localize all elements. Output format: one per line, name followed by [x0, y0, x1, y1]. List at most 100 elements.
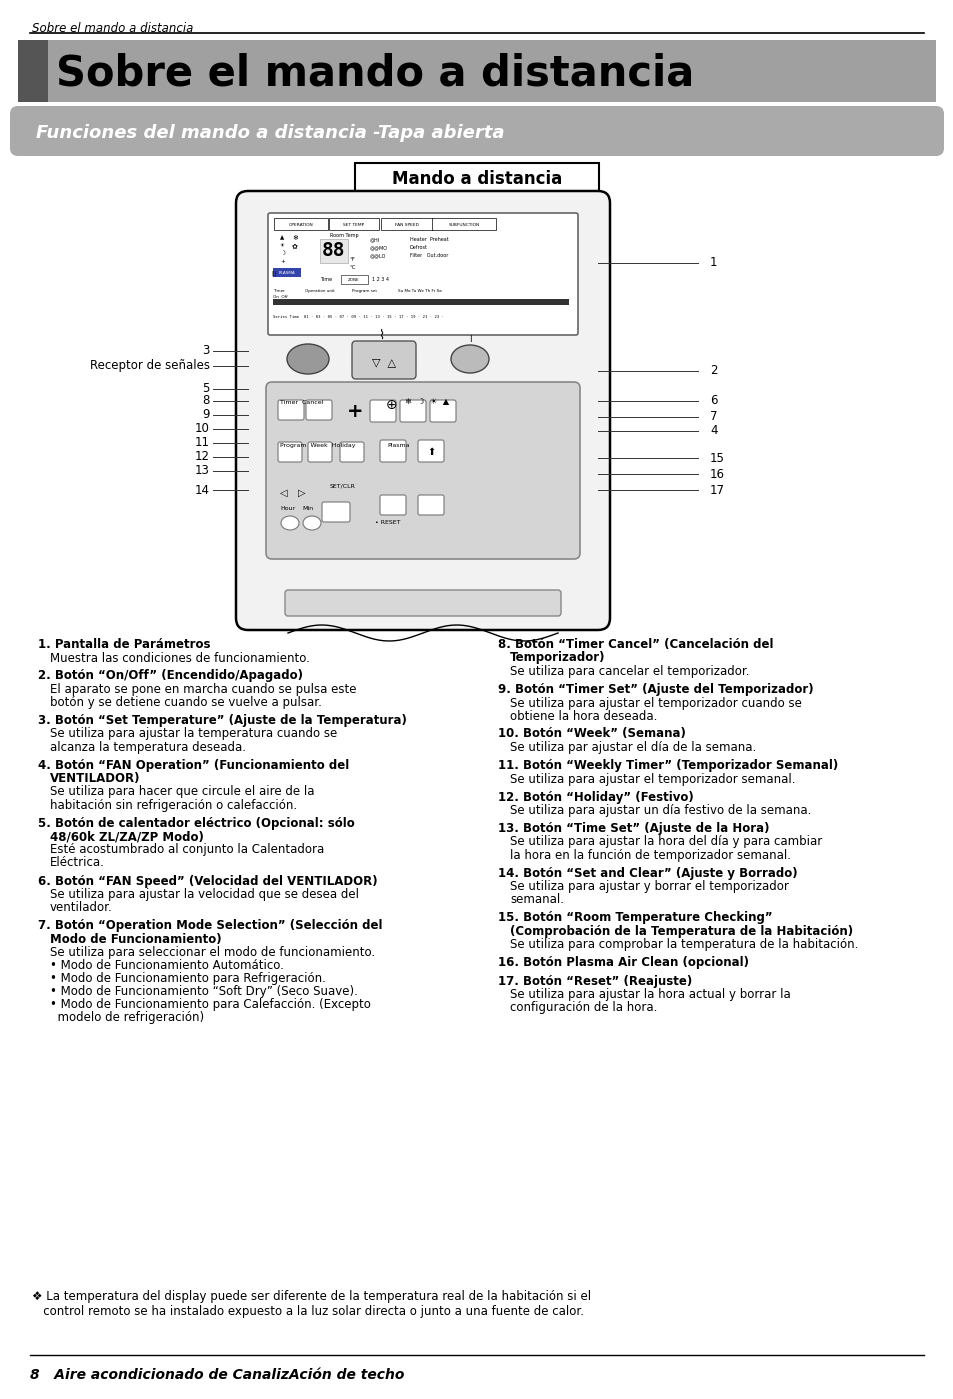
Text: 15. Botón “Room Temperature Checking”: 15. Botón “Room Temperature Checking”	[497, 911, 772, 923]
Text: 1: 1	[709, 256, 717, 270]
Text: Funciones del mando a distancia -Tapa abierta: Funciones del mando a distancia -Tapa ab…	[36, 125, 504, 143]
Text: Se utiliza para hacer que circule el aire de la: Se utiliza para hacer que circule el air…	[50, 785, 314, 799]
Ellipse shape	[303, 516, 320, 530]
Text: OPERATION: OPERATION	[289, 222, 313, 227]
Text: 11. Botón “Weekly Timer” (Temporizador Semanal): 11. Botón “Weekly Timer” (Temporizador S…	[497, 760, 838, 772]
Text: 2: 2	[709, 365, 717, 378]
FancyBboxPatch shape	[417, 441, 443, 462]
Text: 8. Botón “Timer Cancel” (Cancelación del: 8. Botón “Timer Cancel” (Cancelación del	[497, 638, 773, 651]
Text: Se utiliza para ajustar el temporizador semanal.: Se utiliza para ajustar el temporizador …	[510, 772, 795, 785]
Text: 4. Botón “FAN Operation” (Funcionamiento del: 4. Botón “FAN Operation” (Funcionamiento…	[38, 758, 349, 771]
Bar	[273, 269, 301, 277]
Text: • Modo de Funcionamiento Automático.: • Modo de Funcionamiento Automático.	[50, 958, 284, 972]
Text: Timer: Timer	[273, 290, 285, 292]
FancyBboxPatch shape	[10, 106, 943, 157]
Text: @@MO: @@MO	[370, 245, 388, 250]
FancyBboxPatch shape	[380, 218, 433, 229]
Text: Esté acostumbrado al conjunto la Calentadora: Esté acostumbrado al conjunto la Calenta…	[50, 844, 324, 856]
Text: • Modo de Funcionamiento “Soft Dry” (Seco Suave).: • Modo de Funcionamiento “Soft Dry” (Sec…	[50, 985, 357, 997]
FancyBboxPatch shape	[277, 400, 304, 420]
Text: 17. Botón “Reset” (Reajuste): 17. Botón “Reset” (Reajuste)	[497, 975, 692, 988]
FancyBboxPatch shape	[322, 502, 350, 522]
Text: ❄  ☽  ☀  ▲: ❄ ☽ ☀ ▲	[404, 396, 449, 404]
Text: SET TEMP: SET TEMP	[343, 222, 364, 227]
Bar	[18, 41, 48, 102]
Text: botón y se detiene cuando se vuelve a pulsar.: botón y se detiene cuando se vuelve a pu…	[50, 695, 321, 709]
Text: Se utiliza para ajustar y borrar el temporizador: Se utiliza para ajustar y borrar el temp…	[510, 880, 788, 893]
Text: ❄: ❄	[292, 235, 297, 241]
Text: Room Temp: Room Temp	[330, 234, 358, 238]
Text: 14: 14	[194, 484, 210, 497]
Text: ZONE: ZONE	[348, 278, 359, 283]
Text: 6. Botón “FAN Speed” (Velocidad del VENTILADOR): 6. Botón “FAN Speed” (Velocidad del VENT…	[38, 874, 377, 887]
Text: Hour: Hour	[280, 506, 294, 511]
Text: 6: 6	[709, 395, 717, 407]
Text: ☀: ☀	[280, 243, 285, 248]
Text: Program  Week  Holiday: Program Week Holiday	[280, 443, 355, 448]
Text: Temporizador): Temporizador)	[510, 652, 605, 665]
Text: Series Time  01 · 03 · 05 · 07 · 09 · 11 · 13 · 15 · 17 · 19 · 21 · 23 ·: Series Time 01 · 03 · 05 · 07 · 09 · 11 …	[273, 315, 443, 319]
Text: PLASMA: PLASMA	[278, 271, 295, 276]
FancyBboxPatch shape	[417, 495, 443, 515]
Text: Modo de Funcionamiento): Modo de Funcionamiento)	[50, 933, 221, 946]
Text: ventilador.: ventilador.	[50, 901, 112, 914]
Text: 7: 7	[709, 410, 717, 424]
FancyBboxPatch shape	[432, 218, 496, 229]
Text: 13. Botón “Time Set” (Ajuste de la Hora): 13. Botón “Time Set” (Ajuste de la Hora)	[497, 823, 769, 835]
Text: 12: 12	[194, 450, 210, 463]
Text: Se utiliza para ajustar la hora actual y borrar la: Se utiliza para ajustar la hora actual y…	[510, 988, 790, 1002]
Text: 17: 17	[709, 484, 724, 497]
Text: la hora en la función de temporizador semanal.: la hora en la función de temporizador se…	[510, 849, 790, 862]
FancyBboxPatch shape	[430, 400, 456, 422]
Text: ◁: ◁	[280, 488, 287, 498]
FancyBboxPatch shape	[306, 400, 332, 420]
Text: Program set: Program set	[352, 290, 376, 292]
FancyBboxPatch shape	[352, 341, 416, 379]
FancyBboxPatch shape	[285, 590, 560, 616]
Text: Se utiliza para ajustar el temporizador cuando se: Se utiliza para ajustar el temporizador …	[510, 697, 801, 709]
Text: 10. Botón “Week” (Semana): 10. Botón “Week” (Semana)	[497, 727, 685, 740]
FancyBboxPatch shape	[308, 442, 332, 462]
Text: alcanza la temperatura deseada.: alcanza la temperatura deseada.	[50, 740, 246, 754]
Text: • Modo de Funcionamiento para Calefacción. (Excepto: • Modo de Funcionamiento para Calefacció…	[50, 997, 371, 1011]
FancyBboxPatch shape	[268, 213, 578, 334]
Bar	[319, 239, 348, 263]
Ellipse shape	[287, 344, 329, 374]
FancyBboxPatch shape	[274, 218, 328, 229]
Text: SUBFUNCTION: SUBFUNCTION	[448, 222, 479, 227]
Text: @@LO: @@LO	[370, 253, 386, 257]
Text: 1. Pantalla de Parámetros: 1. Pantalla de Parámetros	[38, 638, 211, 651]
Text: ☽: ☽	[280, 250, 285, 256]
Text: VENTILADOR): VENTILADOR)	[50, 772, 140, 785]
Bar	[273, 299, 568, 305]
Text: Filter   Out.door: Filter Out.door	[410, 253, 448, 257]
FancyBboxPatch shape	[266, 382, 579, 560]
Text: ▽  △: ▽ △	[372, 357, 395, 367]
Ellipse shape	[451, 346, 489, 374]
Text: 5. Botón de calentador eléctrico (Opcional: sólo: 5. Botón de calentador eléctrico (Opcion…	[38, 817, 355, 830]
Text: Defrost: Defrost	[410, 245, 428, 250]
Text: 9: 9	[202, 409, 210, 421]
Text: 14. Botón “Set and Clear” (Ajuste y Borrado): 14. Botón “Set and Clear” (Ajuste y Borr…	[497, 866, 797, 880]
Text: ⊕: ⊕	[386, 397, 397, 411]
Text: Plasma: Plasma	[387, 443, 409, 448]
Text: Se utiliza para ajustar un día festivo de la semana.: Se utiliza para ajustar un día festivo d…	[510, 804, 810, 817]
FancyBboxPatch shape	[379, 441, 406, 462]
FancyBboxPatch shape	[339, 442, 364, 462]
Text: +: +	[346, 402, 363, 421]
Text: obtiene la hora deseada.: obtiene la hora deseada.	[510, 709, 657, 722]
Text: +: +	[280, 259, 284, 264]
Text: El aparato se pone en marcha cuando se pulsa este: El aparato se pone en marcha cuando se p…	[50, 683, 356, 695]
Text: 16: 16	[709, 467, 724, 480]
Text: ⬆: ⬆	[427, 448, 435, 457]
Text: 4: 4	[709, 424, 717, 438]
Text: 5: 5	[202, 382, 210, 396]
Text: 88: 88	[322, 242, 345, 260]
Text: 9. Botón “Timer Set” (Ajuste del Temporizador): 9. Botón “Timer Set” (Ajuste del Tempori…	[497, 683, 813, 695]
Text: 12. Botón “Holiday” (Festivo): 12. Botón “Holiday” (Festivo)	[497, 790, 693, 803]
Text: • RESET: • RESET	[375, 520, 400, 525]
Text: 15: 15	[709, 452, 724, 464]
Text: Receptor de señales: Receptor de señales	[90, 360, 210, 372]
Text: @HI: @HI	[370, 236, 380, 242]
Text: 16. Botón Plasma Air Clean (opcional): 16. Botón Plasma Air Clean (opcional)	[497, 956, 748, 970]
